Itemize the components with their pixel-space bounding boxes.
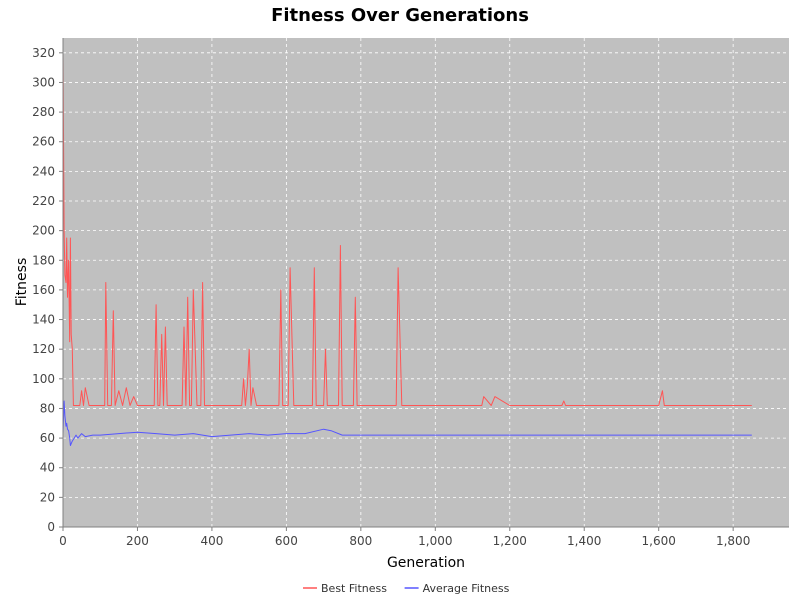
- y-axis-label: Fitness: [14, 258, 30, 307]
- series-line-best-fitness: [62, 52, 752, 406]
- x-tick-label: 400: [200, 534, 223, 548]
- x-axis-ticks: 0 200 400 600 800 1,000 1,200 1,400 1,600 1,800: [59, 527, 750, 548]
- y-tick-label: 180: [32, 253, 55, 267]
- chart-title: Fitness Over Generations: [271, 5, 529, 26]
- x-tick-label: 1,600: [642, 534, 676, 548]
- grid-lines: [63, 38, 789, 527]
- y-tick-label: 320: [32, 46, 55, 60]
- x-tick-label: 600: [275, 534, 298, 548]
- x-tick-label: 1,000: [418, 534, 452, 548]
- legend: Best Fitness Average Fitness: [303, 582, 510, 595]
- x-axis-label: Generation: [387, 555, 465, 571]
- legend-label: Best Fitness: [321, 582, 387, 595]
- y-tick-label: 60: [40, 431, 55, 445]
- y-tick-label: 100: [32, 372, 55, 386]
- x-tick-label: 1,800: [716, 534, 750, 548]
- x-tick-label: 200: [126, 534, 149, 548]
- plot-area: [63, 38, 789, 527]
- y-tick-label: 140: [32, 313, 55, 327]
- y-tick-label: 40: [40, 461, 55, 475]
- x-tick-label: 1,400: [567, 534, 601, 548]
- x-tick-label: 800: [349, 534, 372, 548]
- y-tick-label: 80: [40, 401, 55, 415]
- y-tick-label: 260: [32, 135, 55, 149]
- y-tick-label: 240: [32, 164, 55, 178]
- y-tick-label: 120: [32, 342, 55, 356]
- y-tick-label: 0: [47, 520, 55, 534]
- y-tick-label: 20: [40, 490, 55, 504]
- y-tick-label: 160: [32, 283, 55, 297]
- x-tick-label: 1,200: [493, 534, 527, 548]
- y-tick-label: 200: [32, 224, 55, 238]
- x-tick-label: 0: [59, 534, 67, 548]
- series-layer: [62, 52, 752, 446]
- y-axis-ticks: 0 20 40 60 80 100 120 140 160 180 200 220 240 260 280 3…: [32, 46, 63, 534]
- legend-label: Average Fitness: [423, 582, 510, 595]
- y-tick-label: 220: [32, 194, 55, 208]
- y-tick-label: 300: [32, 75, 55, 89]
- y-tick-label: 280: [32, 105, 55, 119]
- series-line-average-fitness: [62, 400, 752, 446]
